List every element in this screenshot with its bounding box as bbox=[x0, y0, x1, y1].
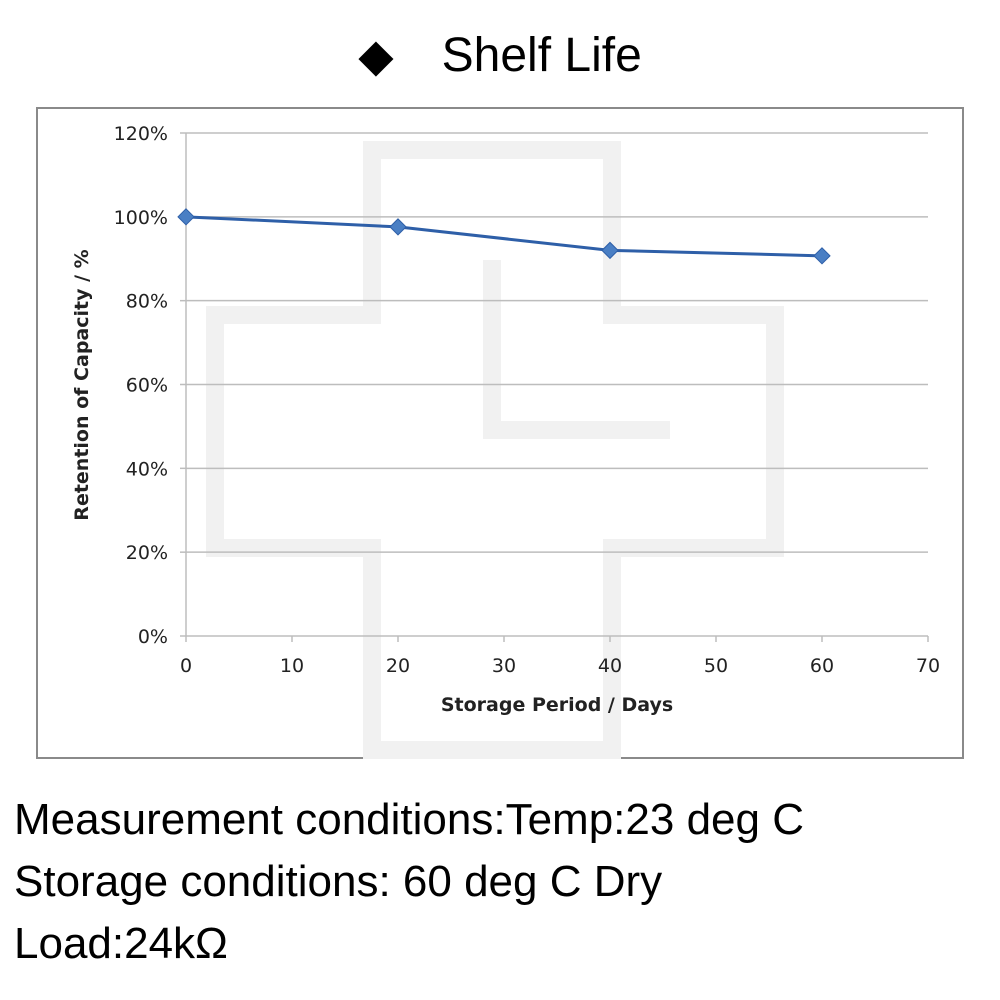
series-line bbox=[185, 215, 823, 258]
y-tick-label: 80% bbox=[126, 291, 168, 313]
chart-title: ◆ Shelf Life bbox=[0, 28, 1000, 83]
data-point bbox=[177, 208, 195, 226]
measurement-conditions: Measurement conditions:Temp:23 deg C bbox=[14, 795, 804, 844]
x-tick-label: 70 bbox=[916, 655, 940, 677]
y-tick-label: 20% bbox=[126, 542, 168, 564]
x-tick-label: 10 bbox=[280, 655, 304, 677]
x-tick-label: 0 bbox=[180, 655, 192, 677]
x-tick-label: 30 bbox=[492, 655, 516, 677]
x-tick-label: 20 bbox=[386, 655, 410, 677]
data-point bbox=[813, 247, 831, 265]
title-text: Shelf Life bbox=[441, 29, 642, 82]
y-axis-label: Retention of Capacity / % bbox=[71, 249, 93, 520]
watermark bbox=[206, 141, 784, 759]
y-tick-label: 100% bbox=[114, 207, 168, 229]
x-tick-label: 40 bbox=[598, 655, 622, 677]
y-tick-label: 0% bbox=[138, 626, 168, 648]
x-axis-label: Storage Period / Days bbox=[441, 694, 673, 716]
x-tick-label: 50 bbox=[704, 655, 728, 677]
y-tick-label: 120% bbox=[114, 123, 168, 145]
data-point bbox=[601, 241, 619, 260]
y-tick-label: 40% bbox=[126, 458, 168, 480]
load-conditions: Load:24kΩ bbox=[14, 919, 228, 968]
x-tick-label: 60 bbox=[810, 655, 834, 677]
storage-conditions: Storage conditions: 60 deg C Dry bbox=[14, 857, 663, 906]
diamond-icon: ◆ bbox=[358, 29, 394, 81]
y-tick-label: 60% bbox=[126, 375, 168, 397]
data-point bbox=[389, 218, 407, 236]
